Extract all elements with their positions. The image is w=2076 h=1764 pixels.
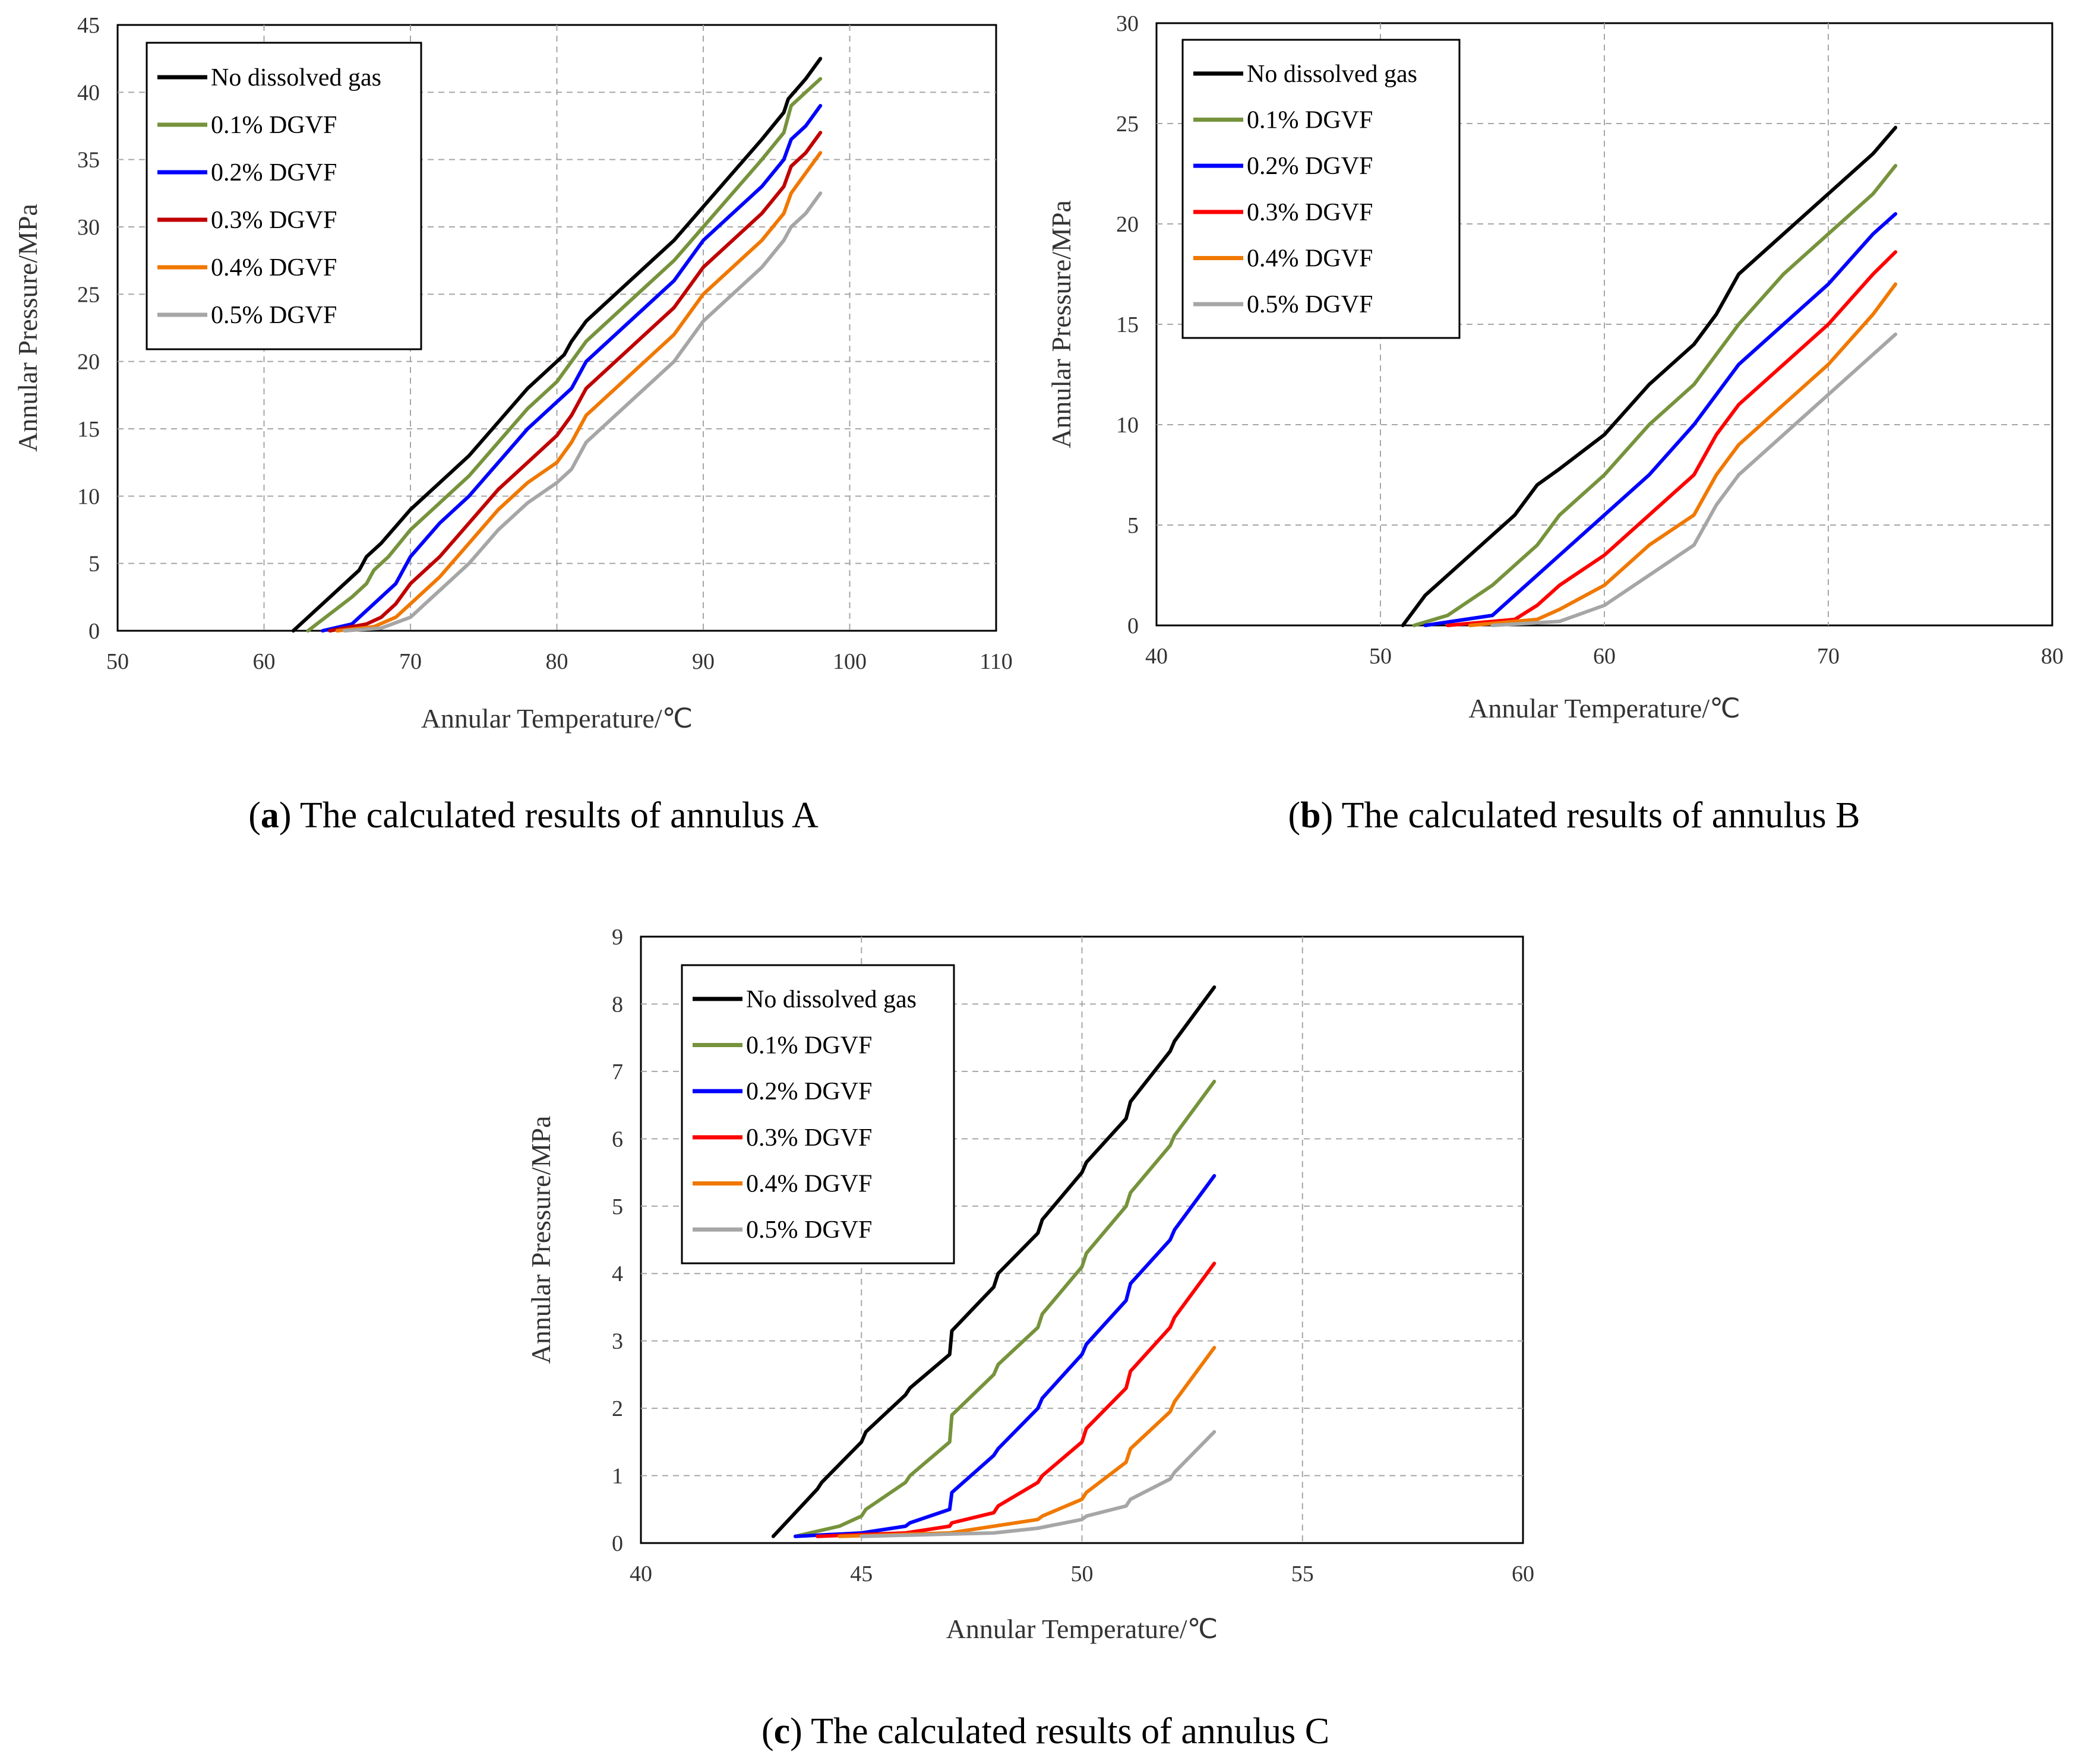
- series-line-a-5: [343, 191, 823, 633]
- x-tick-label: 60: [1593, 644, 1616, 669]
- legend-entry: 0.2% DGVF: [211, 159, 337, 186]
- legend-entry: No dissolved gas: [211, 64, 381, 91]
- x-tick-label: 60: [1512, 1561, 1534, 1586]
- x-tick-label: 110: [979, 649, 1013, 674]
- x-axis-label: Annular Temperature/℃: [946, 1614, 1218, 1644]
- series-line-c-5: [860, 1430, 1216, 1538]
- series-line-c-4: [838, 1346, 1216, 1538]
- series-line-b-2: [1423, 212, 1898, 627]
- series-line-a-3: [328, 131, 823, 633]
- x-tick-label: 100: [833, 649, 867, 674]
- series-line-a-0: [291, 56, 823, 633]
- y-tick-label: 30: [1116, 11, 1139, 36]
- legend-box: [1181, 39, 1461, 339]
- y-tick-label: 5: [89, 552, 100, 577]
- legend-entry: 0.1% DGVF: [746, 1032, 872, 1060]
- y-tick-label: 0: [612, 1531, 623, 1556]
- chart-panel-b: 40 50 60 70 80 0 5 10 15 20 25 30 Annular Temperatur…: [1046, 11, 2064, 836]
- x-axis-label: Annular Temperature/℃: [1468, 693, 1740, 723]
- x-tick-label: 90: [692, 649, 715, 674]
- legend: No dissolved gas 0.1% DGVF 0.2% DGVF 0.3% D…: [1181, 39, 1461, 339]
- x-tick-label: 70: [399, 649, 422, 674]
- legend-entry: 0.2% DGVF: [1247, 153, 1373, 180]
- legend: No dissolved gas 0.1% DGVF 0.2% DGVF 0.3% D…: [681, 964, 955, 1264]
- y-tick-label: 7: [612, 1060, 623, 1085]
- y-tick-label: 30: [77, 215, 100, 240]
- series-line-c-1: [793, 1079, 1216, 1538]
- legend-entry: 0.3% DGVF: [211, 207, 337, 234]
- y-tick-label: 5: [1127, 513, 1139, 538]
- series-line-c-2: [793, 1174, 1216, 1538]
- panel-caption: (c) The calculated results of annulus C: [761, 1711, 1329, 1752]
- legend-entry: 0.5% DGVF: [746, 1216, 872, 1244]
- y-tick-label: 45: [77, 13, 100, 38]
- y-axis-label: Annular Pressure/MPa: [526, 1116, 556, 1364]
- x-tick-label: 40: [630, 1561, 652, 1586]
- y-tick-label: 40: [77, 80, 100, 105]
- series-line-a-1: [306, 77, 823, 633]
- y-axis-label: Annular Pressure/MPa: [1046, 200, 1076, 448]
- legend-entry: No dissolved gas: [746, 986, 917, 1013]
- x-tick-label: 80: [546, 649, 568, 674]
- legend: No dissolved gas 0.1% DGVF 0.2% DGVF 0.3% D…: [146, 42, 422, 350]
- legend-box: [681, 964, 955, 1264]
- y-tick-label: 10: [1116, 413, 1139, 438]
- panel-caption: (b) The calculated results of annulus B: [1288, 795, 1860, 836]
- legend-entry: 0.5% DGVF: [211, 302, 337, 329]
- legend-entry: 0.1% DGVF: [211, 112, 337, 139]
- legend-entry: 0.1% DGVF: [1247, 107, 1373, 134]
- series-line-c-3: [816, 1262, 1216, 1538]
- y-tick-label: 6: [612, 1127, 623, 1152]
- y-tick-label: 2: [612, 1396, 623, 1421]
- y-tick-label: 0: [1127, 614, 1139, 638]
- legend-entry: 0.4% DGVF: [1247, 245, 1373, 273]
- legend-entry: 0.2% DGVF: [746, 1078, 872, 1105]
- legend-entry: No dissolved gas: [1247, 61, 1417, 88]
- legend-entry: 0.5% DGVF: [1247, 291, 1373, 318]
- y-tick-label: 15: [77, 417, 100, 442]
- panel-caption: (a) The calculated results of annulus A: [248, 795, 819, 836]
- chart-panel-a: 50 60 70 80 90 100 110 0 5 10 15 20 25 30 35 40 45 Annula…: [12, 13, 1013, 836]
- legend-box: [146, 42, 422, 350]
- y-tick-label: 3: [612, 1329, 623, 1354]
- series-line-b-0: [1401, 125, 1898, 627]
- series-line-b-3: [1446, 250, 1898, 627]
- series-line-c-0: [771, 985, 1216, 1538]
- x-tick-label: 50: [1071, 1561, 1094, 1586]
- y-tick-label: 4: [612, 1262, 623, 1286]
- y-tick-label: 25: [1116, 112, 1139, 137]
- legend-entry: 0.4% DGVF: [746, 1171, 872, 1198]
- y-tick-label: 20: [77, 350, 100, 375]
- legend-entry: 0.3% DGVF: [746, 1124, 872, 1152]
- series-line-a-2: [321, 104, 823, 633]
- y-tick-label: 20: [1116, 212, 1139, 237]
- legend-entry: 0.4% DGVF: [211, 254, 337, 282]
- x-tick-label: 50: [1369, 644, 1392, 669]
- x-tick-label: 50: [106, 649, 129, 674]
- y-tick-label: 0: [89, 619, 100, 644]
- legend-entry: 0.3% DGVF: [1247, 199, 1373, 226]
- series-line-b-5: [1490, 332, 1898, 627]
- x-tick-label: 60: [253, 649, 276, 674]
- x-tick-label: 45: [850, 1561, 873, 1586]
- x-tick-label: 40: [1145, 644, 1168, 669]
- y-tick-label: 8: [612, 992, 623, 1017]
- series-line-b-1: [1412, 164, 1898, 627]
- y-tick-label: 25: [77, 282, 100, 307]
- series-line-a-4: [335, 151, 823, 633]
- y-tick-label: 1: [612, 1464, 623, 1489]
- y-tick-label: 35: [77, 148, 100, 173]
- x-tick-label: 70: [1817, 644, 1840, 669]
- y-tick-label: 10: [77, 484, 100, 509]
- series-line-b-4: [1468, 282, 1898, 627]
- y-tick-label: 15: [1116, 312, 1139, 337]
- y-tick-label: 9: [612, 925, 623, 950]
- y-tick-label: 5: [612, 1194, 623, 1219]
- x-tick-label: 80: [2041, 644, 2064, 669]
- x-axis-label: Annular Temperature/℃: [421, 703, 693, 734]
- x-tick-label: 55: [1291, 1561, 1314, 1586]
- y-axis-label: Annular Pressure/MPa: [12, 204, 43, 452]
